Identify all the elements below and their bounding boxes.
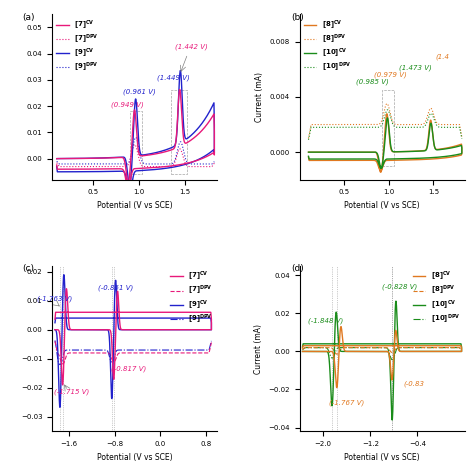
X-axis label: Potential (V vs SCE): Potential (V vs SCE) bbox=[97, 453, 173, 462]
Text: (1.4: (1.4 bbox=[435, 54, 449, 60]
X-axis label: Potential (V vs SCE): Potential (V vs SCE) bbox=[344, 453, 420, 462]
Text: (0.961 V): (0.961 V) bbox=[123, 88, 155, 94]
Text: (a): (a) bbox=[22, 13, 35, 21]
Legend: $\bf{[7]}^{CV}$, $\bf{[7]}^{DPV}$, $\bf{[9]}^{CV}$, $\bf{[9]}^{DPV}$: $\bf{[7]}^{CV}$, $\bf{[7]}^{DPV}$, $\bf{… bbox=[169, 269, 214, 327]
Text: (1.449 V): (1.449 V) bbox=[157, 75, 190, 82]
Text: (-1.767 V): (-1.767 V) bbox=[329, 400, 365, 406]
Text: (0.985 V): (0.985 V) bbox=[356, 78, 389, 85]
Text: (1.473 V): (1.473 V) bbox=[399, 64, 432, 71]
Text: (-0.83: (-0.83 bbox=[404, 381, 425, 387]
Legend: $\bf{[8]}^{CV}$, $\bf{[8]}^{DPV}$, $\bf{[10]}^{CV}$, $\bf{[10]}^{DPV}$: $\bf{[8]}^{CV}$, $\bf{[8]}^{DPV}$, $\bf{… bbox=[412, 269, 461, 327]
X-axis label: Potential (V vs SCE): Potential (V vs SCE) bbox=[97, 201, 173, 210]
Legend: $\bf{[7]}^{CV}$, $\bf{[7]}^{DPV}$, $\bf{[9]}^{CV}$, $\bf{[9]}^{DPV}$: $\bf{[7]}^{CV}$, $\bf{[7]}^{DPV}$, $\bf{… bbox=[55, 18, 100, 75]
Y-axis label: Current (mA): Current (mA) bbox=[255, 72, 264, 122]
X-axis label: Potential (V vs SCE): Potential (V vs SCE) bbox=[344, 201, 420, 210]
Text: (-1.715 V): (-1.715 V) bbox=[55, 389, 90, 395]
Text: (b): (b) bbox=[292, 13, 304, 21]
Legend: $\bf{[8]}^{CV}$, $\bf{[8]}^{DPV}$, $\bf{[10]}^{CV}$, $\bf{[10]}^{DPV}$: $\bf{[8]}^{CV}$, $\bf{[8]}^{DPV}$, $\bf{… bbox=[303, 18, 352, 75]
Text: (1.442 V): (1.442 V) bbox=[175, 44, 208, 50]
Text: (-0.828 V): (-0.828 V) bbox=[382, 283, 417, 290]
Text: (-0.817 V): (-0.817 V) bbox=[111, 365, 146, 372]
Text: (0.949 V): (0.949 V) bbox=[111, 101, 144, 108]
Text: (-0.851 V): (-0.851 V) bbox=[98, 284, 134, 291]
Text: (0.979 V): (0.979 V) bbox=[374, 71, 407, 78]
Text: (-1.763 V): (-1.763 V) bbox=[37, 296, 73, 302]
Text: (-1.848 V): (-1.848 V) bbox=[309, 318, 344, 324]
Y-axis label: Current (mA): Current (mA) bbox=[254, 324, 263, 374]
Text: (c): (c) bbox=[22, 264, 35, 273]
Text: (d): (d) bbox=[292, 264, 304, 273]
